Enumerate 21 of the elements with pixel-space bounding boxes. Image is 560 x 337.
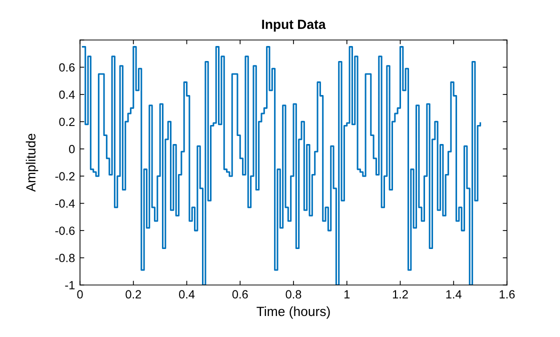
y-tick-label: -0.4 [55, 199, 75, 208]
y-axis-title: Amplitude [26, 134, 38, 192]
chart-title: Input Data [262, 20, 326, 32]
x-tick-label: 1.6 [500, 290, 515, 299]
x-tick-label: 0.8 [286, 290, 302, 299]
y-tick-label: -1 [65, 281, 75, 290]
x-tick-label: 0 [77, 290, 83, 299]
x-tick-label: 0.2 [126, 290, 141, 299]
x-tick-label: 1.4 [446, 290, 462, 298]
y-tick-label: 0.4 [59, 90, 75, 99]
y-tick-label: 0 [69, 144, 75, 154]
y-tick-label: -0.2 [55, 172, 75, 181]
x-axis-title: Time (hours) [256, 306, 330, 319]
y-tick-label: 0.6 [59, 63, 75, 72]
x-tick-label: 0.4 [179, 290, 195, 299]
x-tick-label: 1 [344, 290, 350, 298]
y-tick-label: 0.2 [59, 118, 75, 126]
y-tick-label: -0.8 [55, 254, 75, 262]
x-tick-label: 0.6 [232, 290, 248, 299]
y-tick-label: -0.6 [55, 226, 75, 235]
x-tick-label: 1.2 [392, 290, 408, 298]
